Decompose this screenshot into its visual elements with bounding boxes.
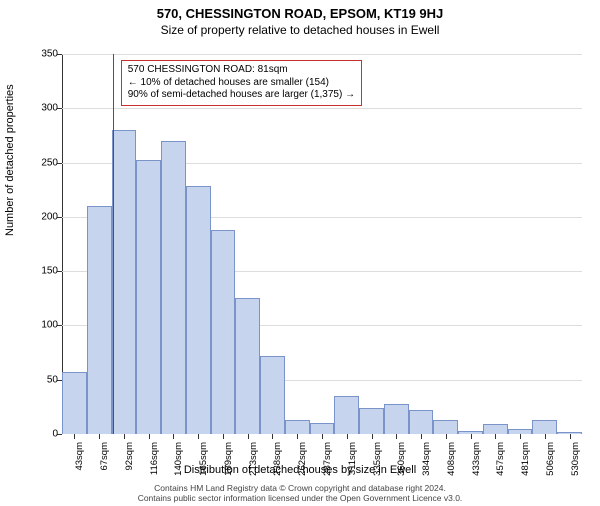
xtick-mark: [471, 434, 472, 439]
histogram-bar: [359, 408, 384, 434]
xtick-mark: [99, 434, 100, 439]
xtick-mark: [347, 434, 348, 439]
gridline: [62, 54, 582, 55]
ytick-label: 350: [18, 49, 58, 60]
histogram-bar: [62, 372, 87, 434]
xtick-label: 311sqm: [347, 442, 358, 482]
xtick-mark: [421, 434, 422, 439]
histogram-bar: [87, 206, 112, 434]
plot-area: 43sqm67sqm92sqm116sqm140sqm165sqm189sqm2…: [62, 54, 582, 434]
xtick-mark: [570, 434, 571, 439]
x-axis-label: Distribution of detached houses by size …: [0, 464, 600, 476]
histogram-bar: [112, 130, 137, 434]
xtick-label: 481sqm: [520, 442, 531, 482]
xtick-label: 165sqm: [198, 442, 209, 482]
xtick-label: 433sqm: [471, 442, 482, 482]
histogram-bar: [532, 420, 557, 434]
xtick-mark: [223, 434, 224, 439]
xtick-mark: [520, 434, 521, 439]
xtick-mark: [446, 434, 447, 439]
ytick-label: 250: [18, 157, 58, 168]
histogram-bar: [433, 420, 458, 434]
info-box-line3: 90% of semi-detached houses are larger (…: [128, 89, 355, 102]
xtick-mark: [173, 434, 174, 439]
ytick-label: 200: [18, 211, 58, 222]
info-box-line1: 570 CHESSINGTON ROAD: 81sqm: [128, 64, 355, 77]
xtick-label: 457sqm: [495, 442, 506, 482]
histogram-bar: [260, 356, 285, 434]
xtick-label: 530sqm: [570, 442, 581, 482]
ytick-label: 0: [18, 429, 58, 440]
histogram-bar: [161, 141, 186, 434]
chart-area: 43sqm67sqm92sqm116sqm140sqm165sqm189sqm2…: [62, 54, 582, 434]
xtick-label: 408sqm: [446, 442, 457, 482]
histogram-bar: [285, 420, 310, 434]
histogram-bar: [334, 396, 359, 434]
histogram-bar: [310, 423, 335, 434]
xtick-mark: [495, 434, 496, 439]
xtick-mark: [149, 434, 150, 439]
xtick-label: 384sqm: [421, 442, 432, 482]
ytick-label: 150: [18, 266, 58, 277]
xtick-label: 92sqm: [124, 442, 135, 482]
xtick-label: 262sqm: [297, 442, 308, 482]
xtick-label: 213sqm: [248, 442, 259, 482]
histogram-bar: [211, 230, 236, 434]
xtick-label: 140sqm: [173, 442, 184, 482]
histogram-bar: [186, 186, 211, 434]
reference-line: [113, 54, 115, 434]
histogram-bar: [384, 404, 409, 434]
xtick-label: 360sqm: [396, 442, 407, 482]
gridline: [62, 108, 582, 109]
xtick-label: 506sqm: [545, 442, 556, 482]
info-box-line2: ← 10% of detached houses are smaller (15…: [128, 77, 355, 90]
xtick-mark: [372, 434, 373, 439]
xtick-mark: [74, 434, 75, 439]
xtick-mark: [124, 434, 125, 439]
xtick-label: 335sqm: [372, 442, 383, 482]
xtick-mark: [322, 434, 323, 439]
ytick-label: 100: [18, 320, 58, 331]
xtick-label: 43sqm: [74, 442, 85, 482]
xtick-mark: [198, 434, 199, 439]
attribution-footer: Contains HM Land Registry data © Crown c…: [0, 484, 600, 504]
y-axis-label: Number of detached properties: [4, 84, 16, 236]
chart-title-address: 570, CHESSINGTON ROAD, EPSOM, KT19 9HJ: [0, 6, 600, 21]
xtick-label: 67sqm: [99, 442, 110, 482]
footer-line2: Contains public sector information licen…: [0, 494, 600, 504]
ytick-label: 50: [18, 374, 58, 385]
xtick-mark: [545, 434, 546, 439]
ytick-label: 300: [18, 103, 58, 114]
xtick-mark: [297, 434, 298, 439]
histogram-bar: [483, 424, 508, 434]
property-info-box: 570 CHESSINGTON ROAD: 81sqm← 10% of deta…: [121, 60, 362, 106]
xtick-mark: [272, 434, 273, 439]
xtick-label: 116sqm: [149, 442, 160, 482]
histogram-bar: [409, 410, 434, 434]
xtick-mark: [248, 434, 249, 439]
xtick-mark: [396, 434, 397, 439]
xtick-label: 189sqm: [223, 442, 234, 482]
xtick-label: 238sqm: [272, 442, 283, 482]
histogram-bar: [136, 160, 161, 434]
chart-title-description: Size of property relative to detached ho…: [0, 23, 600, 37]
xtick-label: 287sqm: [322, 442, 333, 482]
histogram-bar: [235, 298, 260, 434]
